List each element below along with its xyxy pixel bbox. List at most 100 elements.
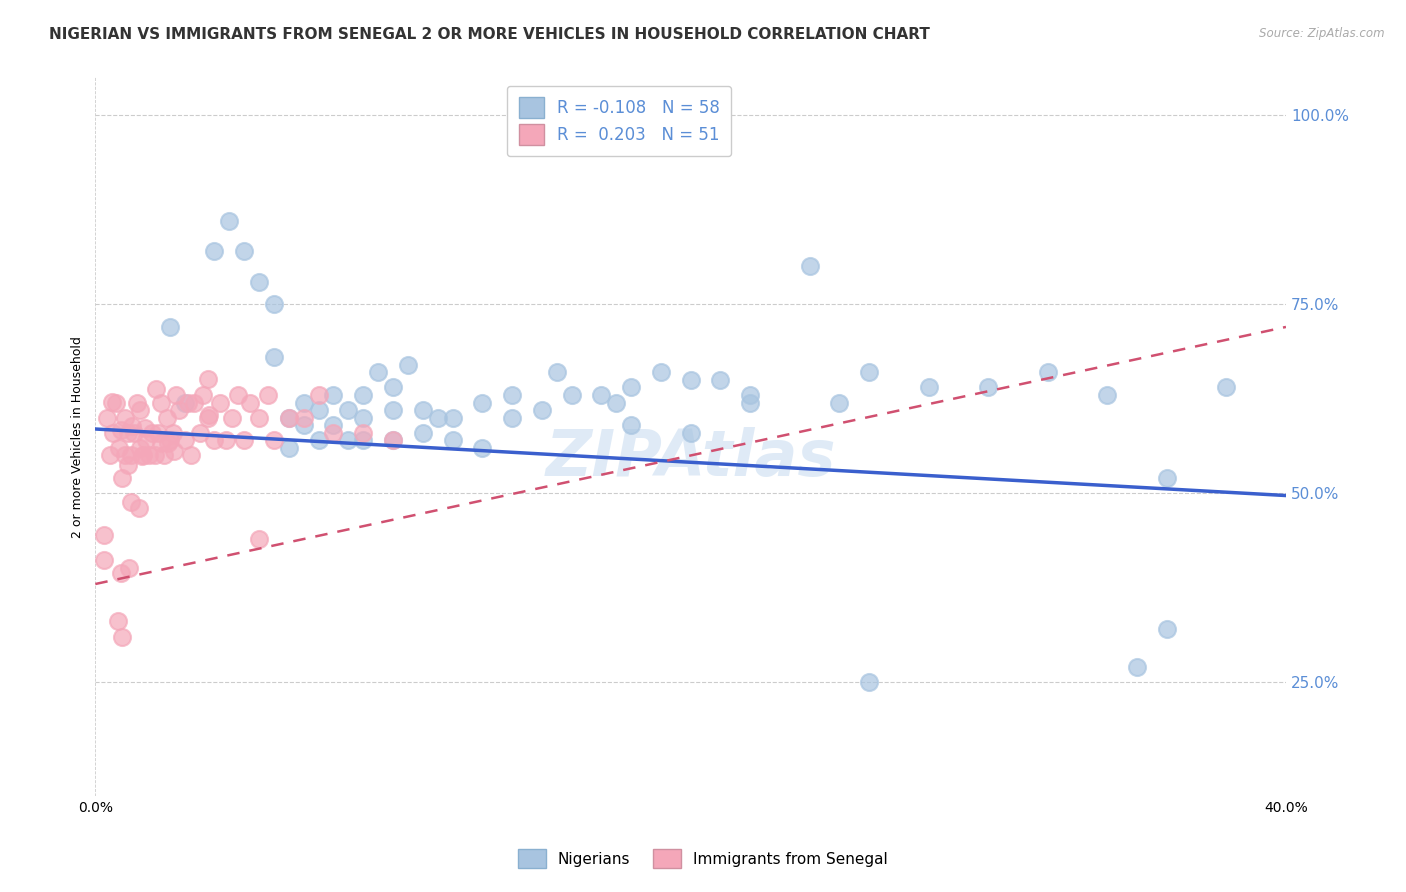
Point xyxy=(156,410,179,425)
Point xyxy=(129,441,152,455)
Point xyxy=(188,425,211,440)
Point xyxy=(135,434,157,448)
Point xyxy=(308,434,330,448)
Point xyxy=(221,410,243,425)
Point xyxy=(180,449,202,463)
Point xyxy=(292,410,315,425)
Point xyxy=(120,449,142,463)
Point xyxy=(322,418,344,433)
Point xyxy=(114,449,136,463)
Point xyxy=(191,388,214,402)
Text: NIGERIAN VS IMMIGRANTS FROM SENEGAL 2 OR MORE VEHICLES IN HOUSEHOLD CORRELATION : NIGERIAN VS IMMIGRANTS FROM SENEGAL 2 OR… xyxy=(49,27,931,42)
Point xyxy=(129,403,152,417)
Point xyxy=(546,365,568,379)
Point xyxy=(239,395,262,409)
Point xyxy=(111,631,134,645)
Point xyxy=(145,382,167,396)
Point xyxy=(263,434,285,448)
Point xyxy=(322,388,344,402)
Point xyxy=(412,403,434,417)
Point xyxy=(96,410,118,425)
Point xyxy=(1036,365,1059,379)
Point xyxy=(292,418,315,433)
Point xyxy=(367,365,389,379)
Point xyxy=(150,436,173,450)
Point xyxy=(308,403,330,417)
Point xyxy=(426,410,449,425)
Point xyxy=(1156,623,1178,637)
Point xyxy=(858,675,880,690)
Point xyxy=(121,419,143,434)
Point xyxy=(125,395,148,409)
Point xyxy=(226,388,249,402)
Point xyxy=(117,458,139,473)
Point xyxy=(209,395,232,409)
Point xyxy=(93,528,115,542)
Point xyxy=(107,615,129,629)
Point xyxy=(159,320,181,334)
Point xyxy=(352,410,374,425)
Point xyxy=(709,373,731,387)
Point xyxy=(218,214,240,228)
Legend: Nigerians, Immigrants from Senegal: Nigerians, Immigrants from Senegal xyxy=(510,841,896,875)
Point xyxy=(382,434,405,448)
Point xyxy=(149,395,172,409)
Point xyxy=(134,421,156,435)
Point xyxy=(122,425,145,440)
Point xyxy=(337,434,360,448)
Point xyxy=(157,435,180,450)
Point xyxy=(173,434,195,448)
Point xyxy=(257,388,280,402)
Point xyxy=(1215,380,1237,394)
Point xyxy=(103,425,125,440)
Point xyxy=(620,418,643,433)
Point xyxy=(146,425,169,440)
Point xyxy=(167,403,190,417)
Point xyxy=(605,395,627,409)
Text: ZIPAtlas: ZIPAtlas xyxy=(546,427,837,489)
Point xyxy=(382,403,405,417)
Point xyxy=(441,410,464,425)
Point xyxy=(561,388,583,402)
Point xyxy=(277,410,299,425)
Point xyxy=(117,425,139,440)
Point xyxy=(382,434,405,448)
Point xyxy=(396,358,419,372)
Point xyxy=(740,388,762,402)
Point xyxy=(858,365,880,379)
Point xyxy=(322,425,344,440)
Point xyxy=(132,449,155,463)
Point xyxy=(277,410,299,425)
Point xyxy=(110,423,132,437)
Point xyxy=(799,260,821,274)
Point xyxy=(501,410,523,425)
Point xyxy=(263,297,285,311)
Point xyxy=(292,395,315,409)
Text: Source: ZipAtlas.com: Source: ZipAtlas.com xyxy=(1260,27,1385,40)
Point xyxy=(110,566,132,580)
Point xyxy=(111,471,134,485)
Point xyxy=(828,395,851,409)
Point xyxy=(591,388,613,402)
Point xyxy=(679,425,702,440)
Point xyxy=(263,350,285,364)
Point xyxy=(176,395,198,409)
Point xyxy=(143,449,166,463)
Point xyxy=(100,395,122,409)
Point xyxy=(114,410,136,425)
Point xyxy=(233,244,256,259)
Point xyxy=(197,372,219,386)
Point xyxy=(247,275,270,289)
Point xyxy=(352,434,374,448)
Point xyxy=(679,373,702,387)
Point xyxy=(308,388,330,402)
Point xyxy=(247,410,270,425)
Point xyxy=(159,434,181,448)
Point xyxy=(382,380,405,394)
Point xyxy=(1156,471,1178,485)
Point xyxy=(740,395,762,409)
Point xyxy=(197,410,219,425)
Point xyxy=(165,388,187,402)
Point xyxy=(118,561,141,575)
Point xyxy=(471,441,494,455)
